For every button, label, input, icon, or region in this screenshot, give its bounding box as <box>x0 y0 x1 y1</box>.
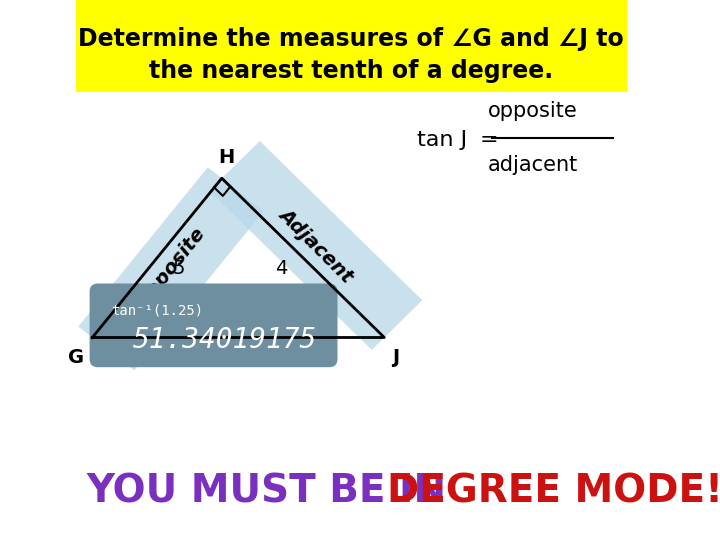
Text: YOU MUST BE IN: YOU MUST BE IN <box>87 472 461 510</box>
Text: G: G <box>68 348 84 367</box>
Text: the nearest tenth of a degree.: the nearest tenth of a degree. <box>149 59 554 83</box>
Polygon shape <box>78 167 264 370</box>
Text: Opposite: Opposite <box>133 224 210 313</box>
FancyBboxPatch shape <box>89 284 338 367</box>
Text: H: H <box>218 148 234 167</box>
Polygon shape <box>209 141 423 350</box>
Text: opposite: opposite <box>488 100 578 121</box>
Text: 5: 5 <box>173 259 185 278</box>
FancyBboxPatch shape <box>76 0 626 92</box>
Text: DEGREE MODE!: DEGREE MODE! <box>387 472 720 510</box>
Text: tan J: tan J <box>418 130 467 151</box>
Text: tan⁻¹(1.25): tan⁻¹(1.25) <box>112 303 204 318</box>
Text: =: = <box>480 130 498 151</box>
Text: J: J <box>392 348 400 367</box>
Text: adjacent: adjacent <box>488 154 578 175</box>
Text: 51.34019175: 51.34019175 <box>133 326 318 354</box>
Text: Adjacent: Adjacent <box>275 205 356 286</box>
Text: 4: 4 <box>275 259 287 278</box>
Text: Determine the measures of ∠G and ∠J to: Determine the measures of ∠G and ∠J to <box>78 27 624 51</box>
Text: YOU MUST BE IN DEGREE MODE!: YOU MUST BE IN DEGREE MODE! <box>0 472 706 510</box>
